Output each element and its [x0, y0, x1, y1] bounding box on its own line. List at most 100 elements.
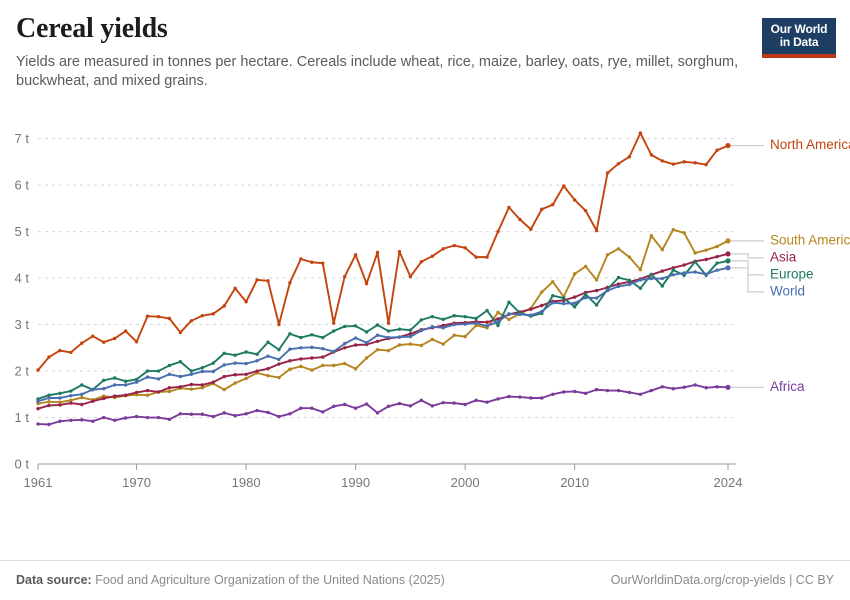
series-point: [189, 387, 194, 391]
legend-label-europe[interactable]: Europe: [770, 266, 814, 281]
series-line-north-america[interactable]: [37, 132, 729, 372]
series-point: [627, 155, 632, 159]
legend-label-south-america[interactable]: South America: [770, 232, 850, 247]
series-point: [660, 269, 664, 273]
series-point: [583, 391, 588, 396]
series-point: [255, 408, 259, 413]
series-point: [660, 247, 664, 252]
y-tick-label: 2 t: [15, 364, 30, 379]
legend-label-africa[interactable]: Africa: [770, 379, 805, 394]
series-point: [332, 329, 336, 333]
series-point: [562, 301, 566, 306]
series-point: [310, 260, 314, 264]
chart-legend[interactable]: North America South America Asia Europe Worl…: [725, 137, 850, 394]
y-tick-label: 3 t: [15, 317, 30, 332]
chart-header: Cereal yields Yields are measured in ton…: [16, 13, 756, 92]
series-point: [156, 314, 161, 319]
series-point: [671, 228, 675, 232]
series-point: [441, 317, 445, 322]
owid-logo[interactable]: Our World in Data: [762, 18, 836, 58]
x-tick-label: 1990: [341, 475, 370, 490]
series-point: [452, 401, 456, 405]
series-point: [419, 398, 424, 403]
data-source-label: Data source:: [16, 573, 92, 587]
attribution-link[interactable]: OurWorldinData.org/crop-yields | CC BY: [610, 573, 834, 587]
series-point: [91, 387, 95, 392]
chart-plot-area[interactable]: 0 t 1 t 2 t 3 t 4 t 5 t 6 t 7 t 1961 1970 1980 199…: [0, 96, 850, 546]
line-chart-svg[interactable]: 0 t 1 t 2 t 3 t 4 t 5 t 6 t 7 t 1961 1970 1980 199…: [0, 96, 850, 546]
series-point: [310, 356, 314, 360]
series-point: [47, 355, 51, 359]
series-point: [660, 159, 664, 163]
series-point: [485, 320, 489, 324]
series-point: [649, 234, 654, 238]
series-point: [386, 321, 391, 325]
series-point: [102, 396, 106, 401]
chart-footer: Data source: Food and Agriculture Organi…: [0, 560, 850, 600]
series-group[interactable]: [36, 131, 730, 427]
legend-label-asia[interactable]: Asia: [770, 249, 797, 264]
series-point: [551, 280, 555, 284]
series-point: [58, 403, 62, 407]
y-tick-label: 4 t: [15, 271, 30, 286]
series-point: [386, 348, 391, 353]
series-point: [594, 387, 599, 392]
series-point: [485, 400, 489, 404]
series-point: [222, 304, 226, 308]
series-point: [102, 386, 106, 391]
series-point: [69, 418, 73, 423]
y-tick-label: 5 t: [15, 224, 30, 239]
series-line-europe[interactable]: [37, 259, 729, 400]
series-point: [693, 383, 697, 387]
owid-logo-line1: Our World: [770, 22, 828, 36]
series-point: [47, 393, 51, 397]
series-point: [529, 396, 533, 400]
series-point: [616, 284, 621, 289]
series-point: [266, 367, 270, 371]
series-point: [474, 323, 478, 328]
series-point: [529, 313, 533, 317]
y-tick-label: 6 t: [15, 178, 30, 193]
series-point: [540, 303, 544, 308]
series-point: [660, 284, 664, 288]
series-point: [507, 317, 511, 322]
series-point: [638, 286, 643, 290]
series-point: [474, 255, 478, 259]
series-line-africa[interactable]: [37, 384, 729, 426]
series-point: [715, 244, 719, 249]
series-point: [540, 207, 544, 211]
legend-label-world[interactable]: World: [770, 283, 805, 298]
x-tick-label: 2024: [714, 475, 743, 490]
series-point: [485, 324, 489, 328]
series-line-south-america[interactable]: [37, 228, 729, 405]
series-point: [452, 322, 456, 327]
series-point: [211, 369, 215, 374]
series-point: [551, 202, 555, 207]
series-point: [288, 281, 292, 285]
series-point: [80, 395, 84, 400]
series-point: [342, 402, 347, 407]
series-point: [375, 250, 380, 255]
series-line-asia[interactable]: [37, 252, 729, 410]
series-point: [178, 374, 183, 379]
series-point: [112, 418, 117, 423]
series-point: [167, 363, 172, 368]
series-point: [58, 396, 62, 400]
y-tick-label: 7 t: [15, 131, 30, 146]
series-point: [189, 369, 194, 373]
series-point: [693, 251, 697, 255]
series-point: [69, 389, 73, 393]
series-point: [36, 406, 40, 411]
series-point: [704, 248, 708, 252]
series-point: [572, 295, 577, 299]
series-line-world[interactable]: [37, 266, 729, 403]
series-point: [321, 410, 325, 414]
legend-label-north-america[interactable]: North America: [770, 137, 850, 152]
series-point: [58, 419, 62, 423]
series-point: [233, 353, 237, 357]
series-point: [463, 246, 467, 250]
series-point: [342, 361, 347, 366]
series-point: [463, 314, 467, 319]
series-point: [627, 278, 632, 283]
series-point: [397, 335, 402, 339]
